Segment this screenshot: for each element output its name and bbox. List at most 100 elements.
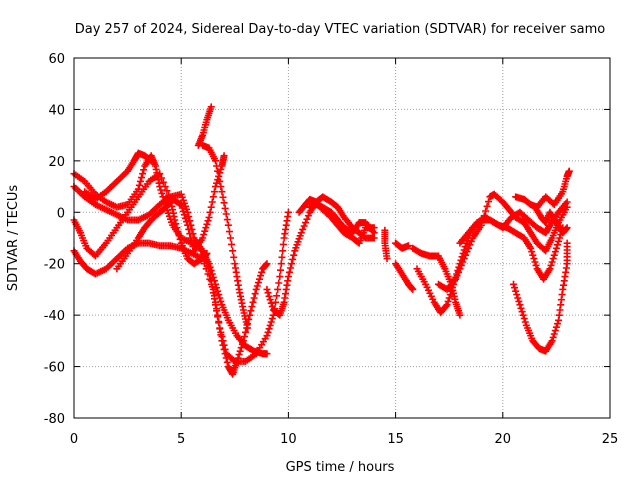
series-track-e: [113, 152, 228, 273]
data-point: [549, 255, 557, 263]
data-point: [180, 211, 188, 219]
y-tick-label: 40: [48, 103, 65, 118]
y-tick-label: -80: [44, 412, 65, 427]
data-point: [263, 285, 271, 293]
data-point: [370, 229, 378, 237]
data-point: [462, 251, 470, 259]
data-point: [275, 279, 283, 287]
data-point: [244, 324, 252, 332]
data-point: [456, 311, 464, 319]
data-point: [186, 217, 194, 225]
data-point: [229, 247, 237, 255]
data-point: [565, 167, 573, 175]
data-point: [238, 340, 246, 348]
data-point: [213, 162, 221, 170]
data-point: [161, 183, 169, 191]
data-point: [531, 258, 539, 266]
data-point: [208, 198, 216, 206]
data-point: [289, 255, 297, 263]
data-point: [184, 221, 192, 229]
x-tick-label: 5: [177, 432, 185, 447]
y-axis-label: SDTVAR / TECUs: [6, 185, 21, 292]
data-point: [552, 244, 560, 252]
x-tick-label: 0: [70, 432, 78, 447]
y-tick-label: -40: [44, 309, 65, 324]
data-point: [251, 290, 259, 298]
data-point: [548, 337, 556, 345]
data-point: [214, 287, 222, 295]
data-point: [220, 341, 228, 349]
data-point: [240, 333, 248, 341]
y-tick-label: 0: [57, 206, 65, 221]
data-point: [204, 217, 212, 225]
x-tick-label: 20: [495, 432, 512, 447]
data-point: [553, 241, 561, 249]
data-point: [443, 301, 451, 309]
data-point: [467, 237, 475, 245]
data-point: [483, 202, 491, 210]
data-point: [550, 251, 558, 259]
data-point: [213, 305, 221, 313]
data-point: [404, 242, 412, 250]
data-point: [223, 216, 231, 224]
data-point: [212, 298, 220, 306]
data-point: [264, 289, 272, 297]
data-point: [277, 260, 285, 268]
data-point: [304, 212, 312, 220]
data-points: [70, 103, 573, 378]
data-point: [242, 328, 250, 336]
data-point: [179, 207, 187, 215]
data-point: [210, 188, 218, 196]
data-point: [158, 174, 166, 182]
data-point: [221, 345, 229, 353]
y-tick-label: 20: [48, 155, 65, 170]
data-point: [532, 261, 540, 269]
grid-lines: [74, 58, 610, 418]
data-point: [187, 234, 195, 242]
data-point: [212, 157, 220, 165]
data-point: [171, 216, 179, 224]
data-point: [457, 261, 465, 269]
data-point: [165, 191, 173, 199]
data-point: [253, 282, 261, 290]
series-track-f: [81, 149, 155, 203]
data-point: [181, 214, 189, 222]
data-point: [383, 255, 391, 263]
data-point: [444, 297, 452, 305]
data-point: [221, 204, 229, 212]
data-point: [530, 255, 538, 263]
data-point: [199, 255, 207, 263]
series-track-d: [70, 208, 292, 365]
data-point: [202, 265, 210, 273]
series-track-r: [456, 198, 571, 247]
data-point: [255, 275, 263, 283]
data-point: [454, 268, 462, 276]
data-point: [527, 244, 535, 252]
data-point: [299, 225, 307, 233]
data-point: [219, 337, 227, 345]
data-point: [512, 287, 520, 295]
data-point: [249, 298, 257, 306]
data-point: [466, 241, 474, 249]
data-point: [236, 347, 244, 355]
data-point: [207, 103, 215, 111]
data-point: [265, 325, 273, 333]
series-track-n: [392, 260, 417, 293]
data-point: [456, 265, 464, 273]
data-point: [266, 296, 274, 304]
data-point: [274, 285, 282, 293]
series-track-g: [194, 103, 215, 149]
data-point: [265, 292, 273, 300]
data-point: [205, 213, 213, 221]
data-point: [217, 183, 225, 191]
data-point: [517, 304, 525, 312]
axis-ticks: 0 5 10 15 20 25 -80 -60 -40 -20 0 20 40 60: [44, 52, 619, 447]
data-point: [279, 240, 287, 248]
data-point: [159, 178, 167, 186]
data-point: [224, 221, 232, 229]
data-point: [157, 186, 165, 194]
series-track-o: [409, 244, 464, 319]
data-point: [223, 358, 231, 366]
data-point: [158, 189, 166, 197]
